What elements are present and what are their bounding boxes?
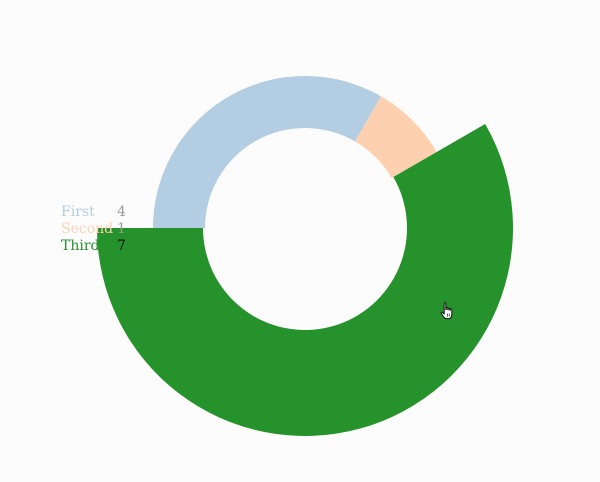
legend-item-third[interactable]: Third 7 — [61, 238, 137, 255]
slice-second[interactable] — [355, 96, 437, 178]
legend-item-second[interactable]: Second 1 — [61, 221, 137, 238]
legend-value: 1 — [117, 221, 126, 237]
legend-value: 7 — [117, 238, 126, 254]
legend-item-first[interactable]: First 4 — [61, 204, 137, 221]
legend-label: First — [61, 204, 95, 220]
legend-label: Third — [61, 238, 100, 254]
slice-third[interactable] — [97, 124, 514, 437]
legend: First 4 Second 1 Third 7 — [61, 204, 137, 255]
slice-first[interactable] — [153, 76, 381, 229]
hand-pointer-icon — [440, 302, 453, 320]
donut-slices — [97, 76, 514, 437]
legend-value: 4 — [117, 204, 126, 220]
legend-label: Second — [61, 221, 114, 237]
